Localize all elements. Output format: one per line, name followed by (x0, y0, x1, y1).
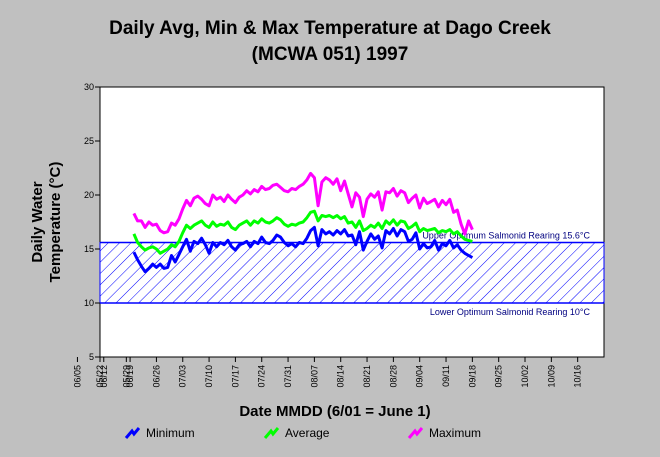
x-tick-label: 09/11 (441, 365, 451, 387)
band-fill (99, 242, 605, 304)
series-line-minimum (132, 225, 474, 274)
x-tick-label: 09/25 (494, 365, 504, 388)
x-tick-label: 06/26 (151, 365, 161, 388)
x-tick-label: 10/02 (520, 365, 530, 388)
x-tick-label: 08/07 (309, 365, 319, 388)
series-layer (132, 171, 474, 274)
x-tick-label: 06/12 (99, 365, 109, 388)
x-tick-label: 07/17 (230, 365, 240, 388)
x-tick-label: 10/09 (546, 365, 556, 388)
x-tick-label: 07/31 (283, 365, 293, 388)
legend-label-average: Average (285, 426, 330, 440)
legend: Minimum Average Maximum (0, 425, 660, 443)
x-tick-label: 05/22 (95, 365, 105, 388)
x-tick-label: 09/04 (415, 365, 425, 388)
x-tick-label: 08/28 (388, 365, 398, 388)
x-tick-label: 06/05 (72, 365, 82, 388)
x-tick-label: 05/29 (121, 365, 131, 388)
x-tick-label: 06/19 (125, 365, 135, 388)
x-axis-label: Date MMDD (6/01 = June 1) (239, 403, 430, 420)
y-tick-label: 20 (84, 190, 94, 200)
y-tick-label: 25 (84, 136, 94, 146)
y-axis-label-line2: Temperature (°C) (47, 162, 64, 283)
series-line-maximum (132, 171, 474, 236)
legend-swatch-maximum (407, 427, 423, 439)
x-tick-label: 08/14 (336, 365, 346, 388)
y-tick-label: 10 (84, 298, 94, 308)
x-tick-label: 09/18 (467, 365, 477, 388)
x-tick-label: 08/21 (362, 365, 372, 388)
chart-title: Daily Avg, Min & Max Temperature at Dago… (109, 18, 551, 39)
upper-band-label: Upper Optimum Salmonid Rearing 15.6°C (422, 231, 590, 241)
chart-subtitle: (MCWA 051) 1997 (251, 44, 409, 65)
y-tick-label: 5 (89, 352, 94, 362)
axis-layer: 5 10 15 20 25 30 05/22 05/29 06/05 06/12 06/19 06/2… (72, 82, 582, 388)
x-tick-label: 07/03 (178, 365, 188, 388)
legend-swatch-average (263, 427, 279, 439)
series-line-average (132, 209, 473, 255)
legend-swatch-minimum (124, 427, 140, 439)
x-tick-label: 07/10 (204, 365, 214, 388)
y-tick-label: 30 (84, 82, 94, 92)
y-axis-label-line1: Daily Water (29, 181, 46, 262)
optimum-rearing-band: Upper Optimum Salmonid Rearing 15.6°C Low… (99, 231, 605, 317)
x-tick-label: 10/16 (573, 365, 583, 388)
legend-label-maximum: Maximum (429, 426, 482, 440)
x-tick-label: 07/24 (257, 365, 267, 388)
lower-band-label: Lower Optimum Salmonid Rearing 10°C (430, 307, 591, 317)
legend-label-minimum: Minimum (146, 426, 195, 440)
y-tick-label: 15 (84, 244, 94, 254)
